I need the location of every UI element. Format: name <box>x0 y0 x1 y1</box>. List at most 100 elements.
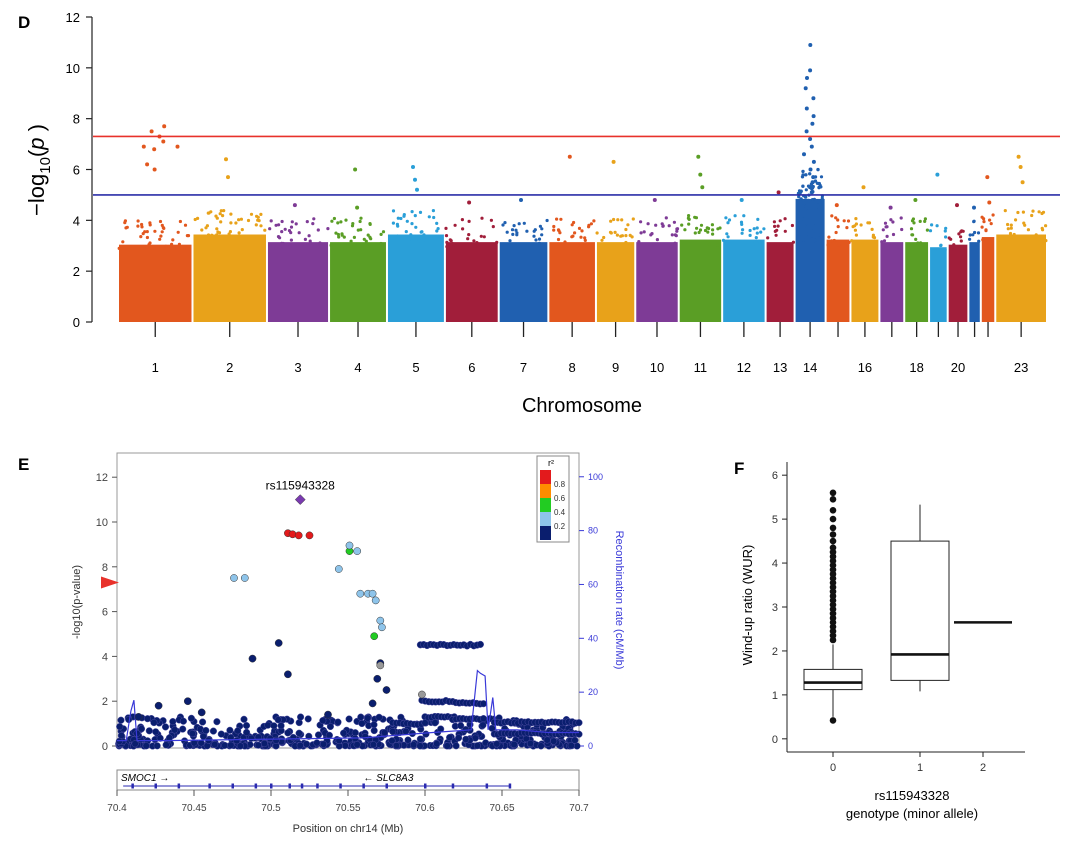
manhattan-point <box>639 220 643 224</box>
manhattan-y-tick-label: 2 <box>73 264 80 279</box>
manhattan-point <box>430 234 434 238</box>
manhattan-point <box>968 237 972 241</box>
manhattan-point <box>961 229 965 233</box>
locuszoom-background-point <box>156 734 164 742</box>
manhattan-x-tick-label: 11 <box>694 360 708 375</box>
manhattan-point <box>698 228 703 232</box>
manhattan-point <box>885 225 889 229</box>
locuszoom-background-point <box>364 714 372 722</box>
manhattan-point <box>234 221 238 225</box>
locuszoom-snp-point <box>154 701 163 710</box>
locuszoom-background-point <box>375 713 383 721</box>
manhattan-point <box>900 227 904 232</box>
manhattan-peak-point <box>226 175 230 180</box>
manhattan-point <box>783 217 787 221</box>
manhattan-point <box>153 229 157 233</box>
manhattan-peak-point <box>799 189 803 193</box>
locuszoom-background-point <box>242 722 251 730</box>
gene-label-smoc1: SMOC1 → <box>121 773 169 784</box>
manhattan-point <box>766 236 770 240</box>
locuszoom-cluster-point <box>479 715 488 723</box>
manhattan-peak-point <box>152 147 157 152</box>
manhattan-peak-point <box>808 43 813 47</box>
manhattan-point <box>845 226 849 230</box>
manhattan-point <box>283 227 287 231</box>
manhattan-point <box>694 216 699 220</box>
manhattan-point <box>552 228 556 232</box>
manhattan-peak-point <box>811 190 815 194</box>
manhattan-peak-point <box>955 203 959 208</box>
gene-exon <box>362 783 365 789</box>
manhattan-point <box>683 228 687 232</box>
manhattan-peak-point <box>805 218 809 222</box>
ld-legend-swatch <box>540 498 551 512</box>
locuszoom-background-point <box>571 736 579 744</box>
manhattan-peak-point <box>224 157 228 162</box>
manhattan-point <box>762 227 766 231</box>
manhattan-point <box>316 228 320 232</box>
locuszoom-snp-point <box>356 589 365 598</box>
manhattan-point <box>752 227 756 231</box>
manhattan-peak-point <box>804 129 809 134</box>
locuszoom-background-point <box>236 742 244 750</box>
manhattan-point <box>726 235 730 239</box>
panel-e: E 0 2 4 6 8 10 12 0 20 40 60 80 100 -log10(p-value)… <box>18 452 625 835</box>
manhattan-x-tick-label: 16 <box>858 360 872 375</box>
manhattan-peak-point <box>802 152 806 157</box>
locuszoom-background-point <box>116 723 124 731</box>
locuszoom-y2-ticks: 0 20 40 60 80 100 <box>579 472 603 751</box>
manhattan-point <box>510 228 515 232</box>
boxplot-outlier <box>829 515 837 523</box>
manhattan-peak-point <box>567 154 572 159</box>
locuszoom-snp-point <box>240 574 249 582</box>
gene-exon <box>154 783 157 789</box>
manhattan-point <box>218 212 222 216</box>
manhattan-point <box>854 233 859 237</box>
manhattan-peak-point <box>811 184 815 189</box>
manhattan-point <box>538 224 543 228</box>
boxplot-box <box>803 668 863 691</box>
manhattan-point <box>928 229 933 233</box>
manhattan-point <box>748 233 752 237</box>
manhattan-peak-point <box>801 169 805 174</box>
manhattan-point <box>959 235 963 239</box>
manhattan-chrom-band <box>930 247 947 322</box>
manhattan-point <box>336 221 340 225</box>
manhattan-point <box>836 218 840 222</box>
manhattan-chrom-band <box>723 239 765 322</box>
manhattan-point <box>740 222 744 226</box>
manhattan-point <box>973 230 977 235</box>
manhattan-peak-point <box>808 167 813 172</box>
manhattan-peak-point <box>808 172 812 176</box>
locuszoom-background-point <box>361 733 369 741</box>
locuszoom-background-point <box>165 734 173 742</box>
manhattan-peak-point <box>805 76 809 80</box>
manhattan-point <box>145 245 149 249</box>
manhattan-point <box>362 237 366 241</box>
locuszoom-snp-point <box>345 541 354 550</box>
manhattan-chrom-band <box>969 242 980 322</box>
boxplot-y-axis-title: Wind-up ratio (WUR) <box>740 545 755 666</box>
manhattan-peak-point <box>814 221 818 225</box>
manhattan-peak-point <box>802 201 807 206</box>
locuszoom-x-tick-label: 70.5 <box>261 803 281 814</box>
manhattan-point <box>240 228 244 232</box>
manhattan-peak-point <box>353 167 358 172</box>
manhattan-chrom-band <box>948 244 968 322</box>
manhattan-chrom-band <box>549 242 595 322</box>
manhattan-point <box>344 218 348 222</box>
manhattan-peak-point <box>817 185 821 190</box>
locuszoom-snp-point <box>373 674 382 683</box>
manhattan-point <box>491 225 495 229</box>
manhattan-point <box>160 223 164 227</box>
locuszoom-background-point <box>171 726 179 734</box>
manhattan-point <box>460 246 464 250</box>
manhattan-point <box>579 235 583 239</box>
manhattan-point <box>1040 211 1044 216</box>
manhattan-chrom-band <box>766 242 794 322</box>
locuszoom-background-point <box>416 735 424 743</box>
manhattan-point <box>391 221 395 225</box>
manhattan-point <box>216 230 220 234</box>
manhattan-point <box>359 216 363 220</box>
manhattan-point <box>140 222 144 227</box>
